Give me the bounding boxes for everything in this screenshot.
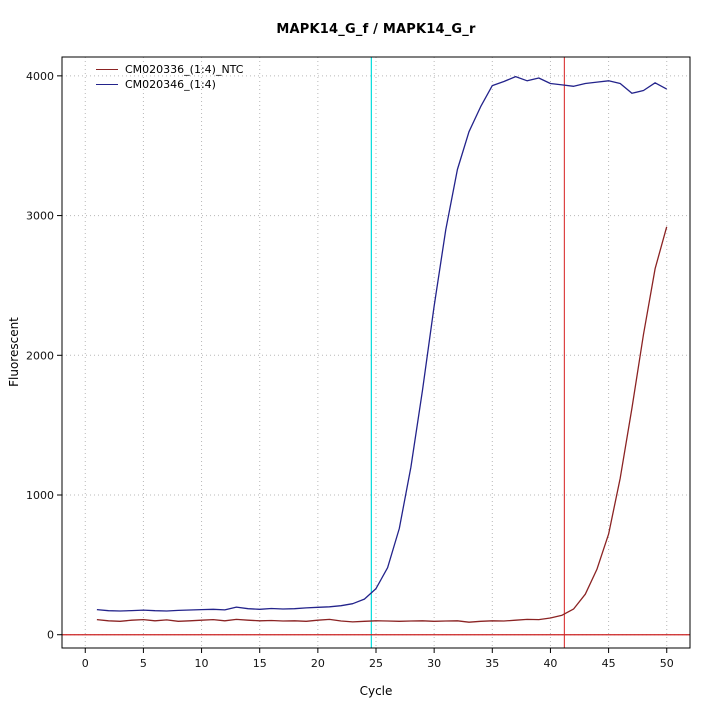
x-tick-label: 10	[195, 657, 209, 670]
x-tick-label: 25	[369, 657, 383, 670]
x-tick-label: 15	[253, 657, 267, 670]
legend-item-ntc: CM020336_(1:4)_NTC	[96, 62, 243, 77]
x-tick-label: 45	[602, 657, 616, 670]
x-tick-label: 35	[485, 657, 499, 670]
y-tick-label: 3000	[26, 210, 54, 223]
x-tick-label: 5	[140, 657, 147, 670]
series-line-0	[96, 226, 668, 623]
legend-line-swatch	[96, 84, 118, 85]
y-tick-label: 0	[47, 629, 54, 642]
y-axis-label: Fluorescent	[7, 317, 21, 387]
x-tick-label: 30	[427, 657, 441, 670]
chart-title: MAPK14_G_f / MAPK14_G_r	[276, 22, 476, 37]
x-axis-label: Cycle	[359, 684, 393, 698]
y-tick-label: 4000	[26, 70, 54, 83]
legend-item-sample: CM020346_(1:4)	[96, 77, 243, 92]
series-line-1	[96, 75, 668, 612]
legend: CM020336_(1:4)_NTC CM020346_(1:4)	[96, 62, 243, 92]
x-tick-label: 40	[543, 657, 557, 670]
legend-label: CM020346_(1:4)	[125, 78, 216, 91]
x-tick-label: 20	[311, 657, 325, 670]
y-tick-label: 2000	[26, 349, 54, 362]
x-tick-label: 50	[660, 657, 674, 670]
x-tick-label: 0	[82, 657, 89, 670]
y-tick-label: 1000	[26, 489, 54, 502]
legend-label: CM020336_(1:4)_NTC	[125, 63, 244, 76]
legend-line-swatch	[96, 69, 118, 70]
